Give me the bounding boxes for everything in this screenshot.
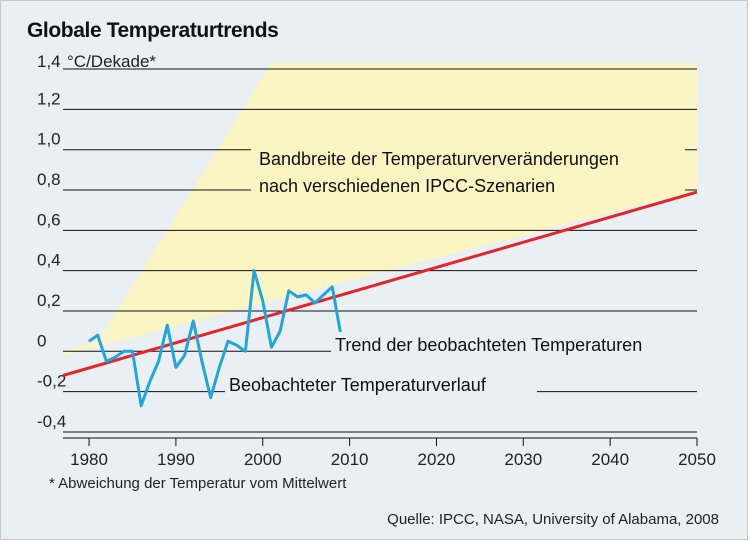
y-tick-label: 0,6	[37, 210, 61, 229]
observed-point	[331, 286, 333, 288]
observed-point	[236, 344, 238, 346]
observed-point	[288, 290, 290, 292]
x-tick-label: 1980	[70, 450, 108, 469]
y-axis-unit-label: °C/Dekade*	[67, 52, 156, 71]
x-axis-tick-labels: 1980 1990 2000 2010 2020 2030 2040 2050	[70, 450, 716, 469]
observed-point	[131, 350, 133, 352]
observed-point	[166, 324, 168, 326]
band-label-line-1: Bandbreite der Temperaturververänderunge…	[259, 149, 619, 169]
band-label-line-2: nach verschiedenen IPCC-Szenarien	[259, 176, 555, 196]
observed-point	[158, 360, 160, 362]
source-credit: Quelle: IPCC, NASA, University of Alabam…	[387, 511, 719, 528]
x-tick-label: 2010	[331, 450, 369, 469]
observed-temperature-line	[88, 269, 343, 408]
trend-label-background	[331, 332, 697, 356]
observed-point	[88, 340, 90, 342]
x-tick-label: 2000	[244, 450, 282, 469]
observed-point	[296, 296, 298, 298]
chart-title: Globale Temperaturtrends	[27, 19, 279, 42]
x-tick-label: 2020	[418, 450, 456, 469]
x-tick-label: 2050	[678, 450, 716, 469]
observed-point	[218, 366, 220, 368]
y-tick-label: 1,2	[37, 89, 61, 108]
observed-point	[210, 397, 212, 399]
y-tick-label: 1,0	[37, 130, 61, 149]
band-label-background	[251, 144, 685, 199]
y-tick-label: -0,4	[37, 412, 66, 431]
observed-point	[140, 405, 142, 407]
y-tick-label: -0,2	[37, 372, 66, 391]
observed-point	[244, 350, 246, 352]
observed-point	[97, 334, 99, 336]
y-tick-label: 0,8	[37, 170, 61, 189]
observed-point	[227, 340, 229, 342]
observed-point	[175, 366, 177, 368]
observed-label-background	[225, 372, 537, 396]
observed-point	[201, 360, 203, 362]
y-tick-label: 0,4	[37, 251, 61, 270]
y-tick-label: 1,4	[37, 52, 61, 71]
observed-point	[314, 302, 316, 304]
y-tick-label: 0	[37, 331, 46, 350]
footnote: * Abweichung der Temperatur vom Mittelwe…	[49, 475, 347, 492]
x-tick-label: 1990	[157, 450, 195, 469]
x-tick-label: 2040	[591, 450, 629, 469]
trend-label: Trend der beobachteten Temperaturen	[335, 335, 642, 355]
observed-point	[184, 354, 186, 356]
y-tick-label: 0,2	[37, 291, 61, 310]
x-tick-label: 2030	[504, 450, 542, 469]
observed-point	[323, 294, 325, 296]
observed-label: Beobachteter Temperaturverlauf	[229, 375, 487, 395]
scenario-band	[63, 63, 697, 356]
observed-point	[114, 356, 116, 358]
observed-point	[279, 330, 281, 332]
observed-point	[253, 270, 255, 272]
observed-point	[149, 381, 151, 383]
observed-point	[270, 346, 272, 348]
y-axis-tick-labels: 1,2 1,0 0,8 0,6 0,4 0,2 0 -0,2 -0,4 1,4	[37, 52, 66, 431]
x-axis-ticks	[88, 438, 698, 446]
observed-point	[262, 300, 264, 302]
observed-point	[123, 350, 125, 352]
observed-point	[105, 360, 107, 362]
observed-point	[192, 320, 194, 322]
observed-point	[305, 294, 307, 296]
trend-line	[62, 190, 698, 377]
